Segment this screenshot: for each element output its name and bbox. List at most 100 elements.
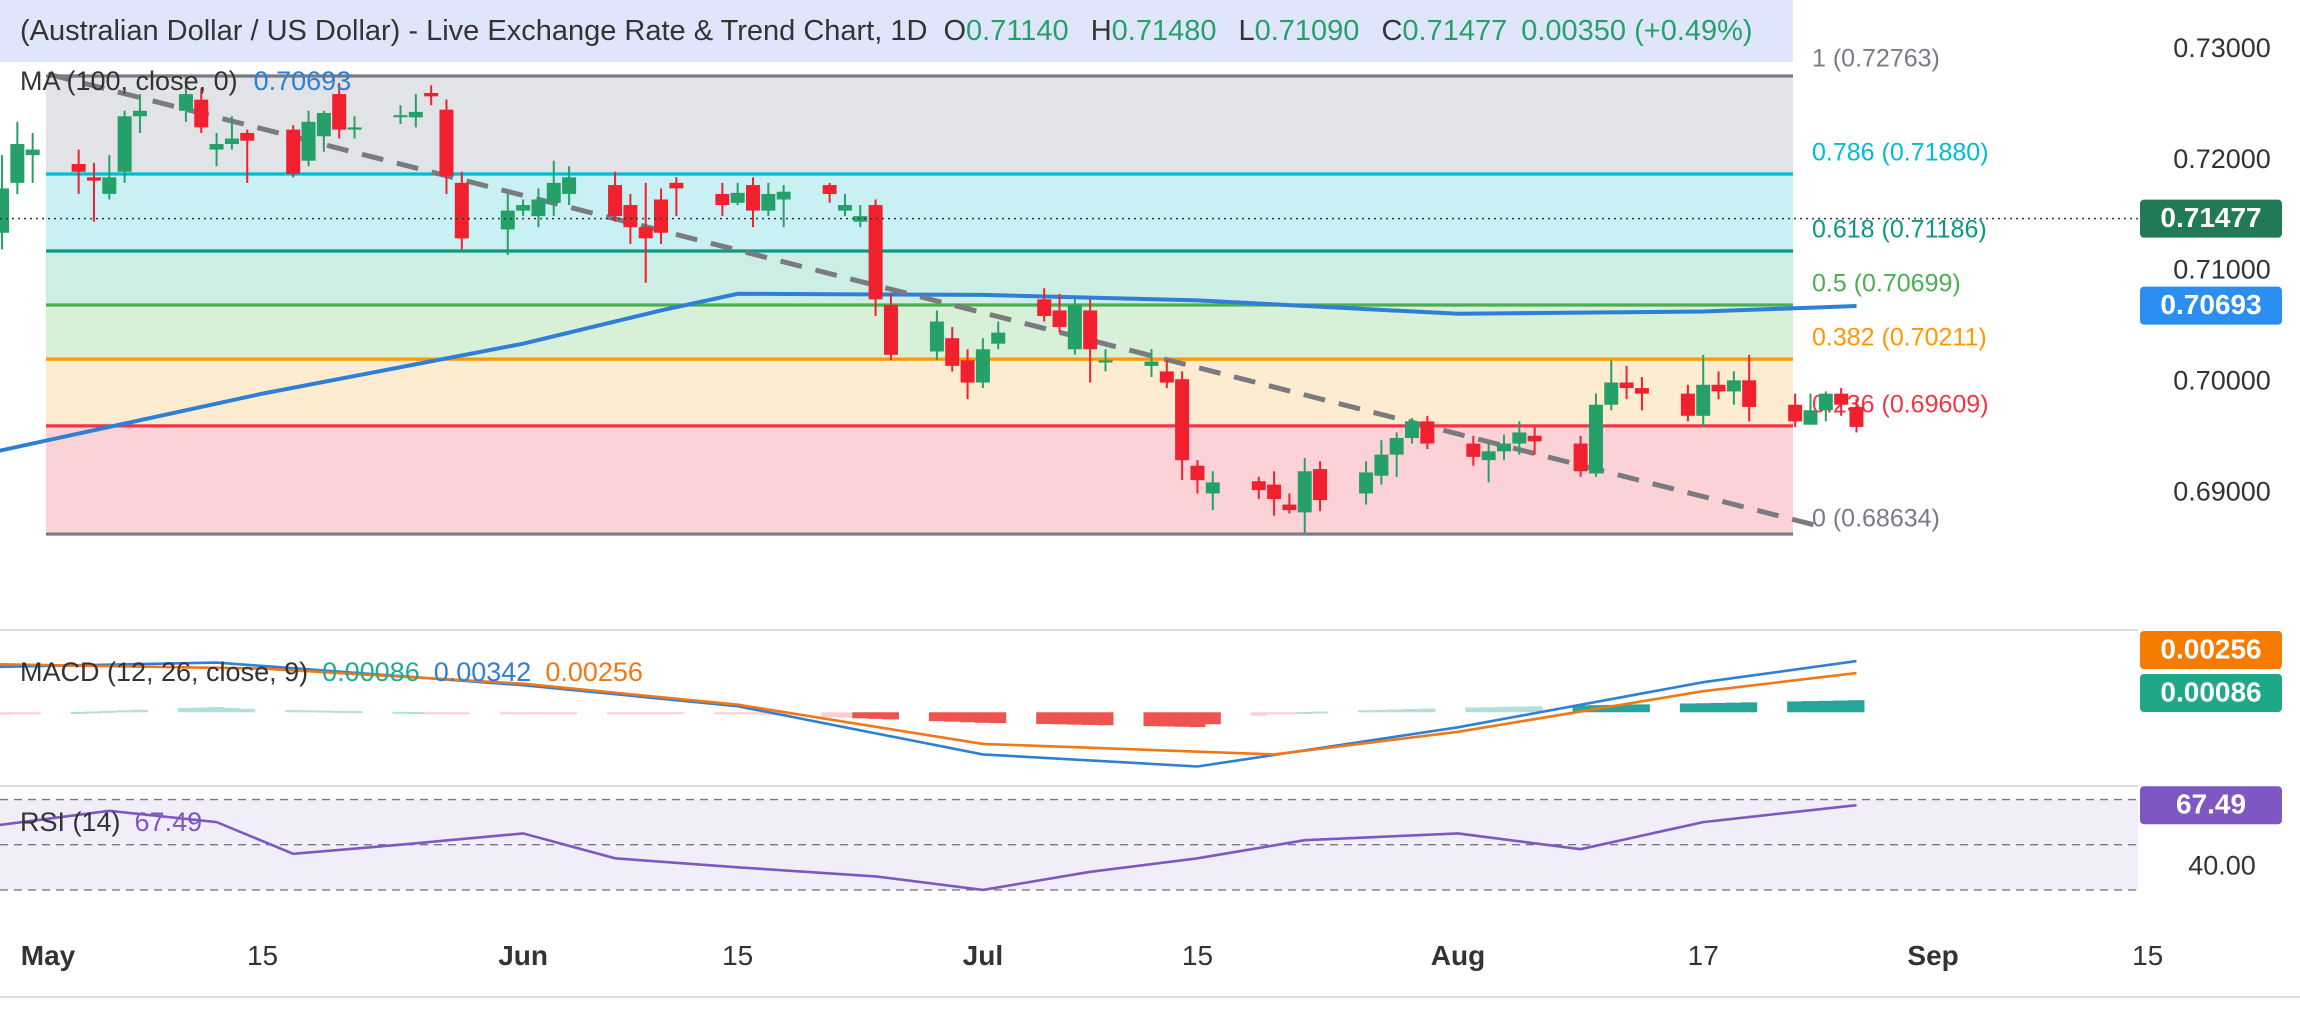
candle[interactable] [194,88,209,133]
candle[interactable] [715,182,730,217]
candle[interactable] [1527,426,1542,455]
candle[interactable] [332,83,347,139]
candle[interactable] [132,94,147,133]
candle[interactable] [853,205,868,228]
candle[interactable] [1834,388,1849,416]
candle[interactable] [1205,471,1220,511]
candle[interactable] [868,199,883,316]
candle[interactable] [822,182,837,203]
candle[interactable] [209,132,224,167]
candle[interactable] [531,188,546,228]
candle[interactable] [117,110,132,183]
candle[interactable] [1067,299,1082,355]
candle[interactable] [1696,354,1711,427]
macd-histogram-bar [561,712,578,715]
candle[interactable] [408,94,423,128]
candle[interactable] [1037,288,1052,322]
candle[interactable] [439,99,454,194]
candle[interactable] [424,85,439,106]
candle-body [868,205,883,300]
candle[interactable] [454,171,469,250]
candle[interactable] [0,155,10,250]
candle-body [883,304,898,355]
candle-body [654,199,669,233]
candle[interactable] [1052,293,1067,333]
candle[interactable] [301,110,316,167]
candle[interactable] [1359,461,1374,505]
candle[interactable] [883,293,898,361]
candle[interactable] [500,193,515,255]
candle-body [730,192,745,203]
candle[interactable] [929,310,944,361]
candle[interactable] [1405,418,1420,444]
candle[interactable] [1711,371,1726,400]
candle[interactable] [1267,471,1282,516]
candle[interactable] [1634,376,1649,411]
candle[interactable] [1251,476,1266,500]
candle[interactable] [1083,299,1098,383]
candle[interactable] [1374,440,1389,485]
candle[interactable] [1190,460,1205,494]
candle[interactable] [1481,443,1496,483]
candle[interactable] [761,182,776,217]
candle[interactable] [347,116,362,139]
candle[interactable] [975,338,990,389]
candle[interactable] [1159,360,1174,389]
candle[interactable] [746,177,760,228]
candle[interactable] [1619,365,1634,400]
candle[interactable] [1818,391,1833,422]
candle[interactable] [1098,349,1113,372]
candle[interactable] [991,321,1006,350]
candle[interactable] [86,162,101,222]
candle[interactable] [546,160,561,217]
candle[interactable] [730,182,745,206]
candle[interactable] [178,77,193,122]
candle[interactable] [945,327,960,372]
candle[interactable] [960,349,975,400]
macd-signal-line [0,663,1857,756]
candle[interactable] [224,116,239,150]
candle[interactable] [1282,493,1297,514]
candle[interactable] [1849,399,1864,433]
candle[interactable] [1573,435,1588,477]
fib-label-0.618: 0.618 (0.71186) [1812,216,1987,244]
macd-histogram-bar [1373,709,1390,713]
candle-body [623,205,638,228]
candle-body [1267,484,1282,500]
candle[interactable] [1803,393,1818,425]
candle[interactable] [10,121,25,194]
fib-zone-0.236-0 [46,425,1793,535]
candle[interactable] [1496,434,1511,461]
candle[interactable] [1604,360,1619,411]
candle[interactable] [669,177,684,217]
candle[interactable] [1313,461,1328,512]
candle[interactable] [1512,421,1527,455]
candle[interactable] [25,132,40,183]
candle[interactable] [837,193,852,217]
candle[interactable] [393,105,408,125]
fib-label-1: 1 (0.72763) [1812,45,1940,73]
candle[interactable] [286,125,301,178]
candle[interactable] [562,166,577,206]
candle[interactable] [654,188,669,244]
candle[interactable] [1144,349,1159,377]
candle[interactable] [1742,354,1757,422]
candle[interactable] [71,149,86,194]
candle[interactable] [1726,371,1741,405]
candle[interactable] [1297,457,1312,534]
candle[interactable] [638,182,653,283]
candle[interactable] [102,155,117,200]
candle[interactable] [1588,393,1603,477]
candle[interactable] [316,110,331,152]
candle[interactable] [608,171,623,222]
candle[interactable] [1420,415,1435,450]
candle[interactable] [1788,393,1803,427]
candle[interactable] [240,129,255,183]
candle[interactable] [1175,371,1190,481]
candle[interactable] [776,185,791,228]
candle[interactable] [1389,432,1404,477]
candle[interactable] [1680,384,1695,422]
candle[interactable] [516,199,531,217]
candle[interactable] [1466,435,1481,466]
